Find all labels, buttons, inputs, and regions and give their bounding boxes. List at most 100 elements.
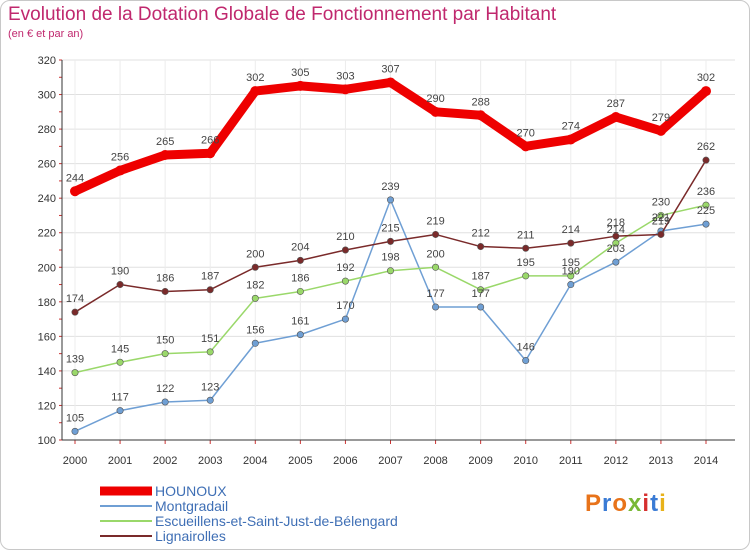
data-label: 200 <box>426 248 444 260</box>
data-point <box>657 211 665 219</box>
data-point <box>251 294 259 302</box>
data-label: 186 <box>156 272 174 284</box>
data-label: 150 <box>156 335 174 347</box>
data-label: 230 <box>652 196 670 208</box>
data-label: 204 <box>291 241 309 253</box>
data-point <box>386 237 394 245</box>
x-tick-label: 2011 <box>559 455 583 467</box>
data-label: 279 <box>652 112 670 124</box>
data-point <box>206 396 214 404</box>
data-label: 211 <box>517 229 535 241</box>
data-point <box>116 407 124 415</box>
data-point <box>341 277 349 285</box>
data-point <box>612 258 620 266</box>
data-label: 270 <box>517 127 535 139</box>
data-label: 195 <box>562 257 580 269</box>
data-label: 123 <box>201 381 219 393</box>
data-point <box>251 339 259 347</box>
data-point <box>567 272 575 280</box>
data-label: 117 <box>111 392 129 404</box>
data-point <box>702 220 710 228</box>
data-point <box>702 201 710 209</box>
data-label: 177 <box>426 288 444 300</box>
chart-title: Evolution de la Dotation Globale de Fonc… <box>8 4 557 25</box>
data-point <box>701 86 711 97</box>
data-point <box>340 84 351 95</box>
y-tick-label: 120 <box>38 400 56 412</box>
x-tick-label: 2009 <box>468 455 492 467</box>
data-point <box>251 263 259 271</box>
data-point <box>160 150 171 160</box>
data-point <box>385 77 396 88</box>
data-point <box>386 196 394 204</box>
logo-letter: i <box>642 490 651 517</box>
data-point <box>116 281 124 289</box>
data-point <box>655 125 666 136</box>
axes: 100 120 140 160 180 200 220 240 260 280 300 320 2000… <box>38 55 735 467</box>
x-tick-label: 2006 <box>333 455 357 467</box>
data-point <box>70 186 80 197</box>
data-label: 290 <box>426 93 444 105</box>
data-point <box>522 244 530 252</box>
data-label: 225 <box>697 205 715 217</box>
data-point <box>116 358 124 366</box>
y-tick-label: 160 <box>38 331 56 343</box>
data-point <box>702 156 710 164</box>
proxiti-logo: Proxiti <box>585 490 667 518</box>
data-point <box>475 110 486 121</box>
data-point <box>295 80 306 91</box>
data-label: 214 <box>607 224 625 236</box>
x-tick-label: 2013 <box>649 455 673 467</box>
series-group <box>70 77 711 435</box>
data-point <box>567 281 575 289</box>
legend: HOUNOUXMontgradailEscueillens-et-Saint-J… <box>100 483 398 544</box>
x-tick-label: 2010 <box>513 455 537 467</box>
x-tick-label: 2001 <box>108 455 132 467</box>
data-label: 303 <box>336 70 354 82</box>
data-point <box>522 272 530 280</box>
x-tick-label: 2000 <box>63 455 87 467</box>
y-tick-label: 260 <box>38 159 56 171</box>
data-point <box>477 243 485 251</box>
y-tick-label: 100 <box>38 435 56 447</box>
data-label: 218 <box>607 217 625 229</box>
data-label: 266 <box>201 134 219 146</box>
data-label: 187 <box>471 271 489 283</box>
data-point <box>432 303 440 311</box>
data-label: 156 <box>246 324 264 336</box>
data-point <box>612 239 620 247</box>
data-label: 305 <box>291 67 309 79</box>
data-point <box>567 239 575 247</box>
logo-letter: t <box>650 490 660 517</box>
x-tick-label: 2008 <box>423 455 447 467</box>
legend-label: Lignairolles <box>155 528 226 544</box>
data-point <box>430 106 441 117</box>
data-label: 236 <box>697 186 715 198</box>
x-tick-label: 2012 <box>604 455 628 467</box>
data-label: 182 <box>246 279 264 291</box>
data-label: 210 <box>336 231 354 243</box>
logo-letter: P <box>585 490 603 517</box>
data-point <box>115 165 126 176</box>
data-label: 212 <box>471 228 489 240</box>
data-point <box>161 287 169 295</box>
data-label: 256 <box>111 152 129 164</box>
data-point <box>250 86 261 97</box>
y-tick-label: 200 <box>38 262 56 274</box>
data-label: 302 <box>246 72 264 84</box>
data-label: 186 <box>291 272 309 284</box>
data-point <box>206 348 214 356</box>
data-label: 177 <box>471 288 489 300</box>
data-label: 214 <box>562 224 580 236</box>
data-point <box>161 350 169 358</box>
logo-letter: o <box>612 490 629 517</box>
y-tick-label: 240 <box>38 193 56 205</box>
data-label: 287 <box>607 98 625 110</box>
data-label: 187 <box>201 271 219 283</box>
data-label: 203 <box>607 243 625 255</box>
data-point <box>610 112 621 122</box>
data-label: 122 <box>156 383 174 395</box>
data-label: 302 <box>697 72 715 84</box>
data-point <box>477 303 485 311</box>
